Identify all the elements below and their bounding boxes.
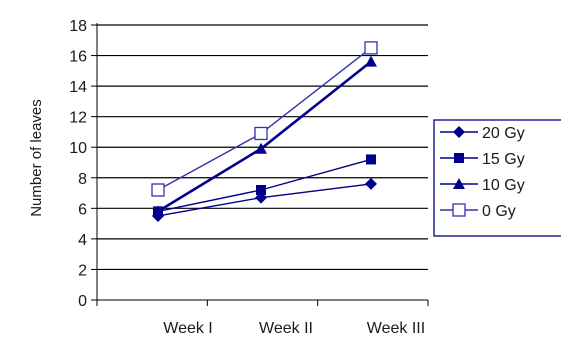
legend-label: 0 Gy bbox=[482, 203, 516, 220]
data-point bbox=[255, 142, 267, 154]
legend: 20 Gy 15 Gy 10 Gy 0 Gy bbox=[433, 119, 561, 237]
y-tick-label: 6 bbox=[78, 201, 87, 218]
y-tick-labels: 0 2 4 6 8 10 12 14 16 18 bbox=[69, 18, 87, 310]
legend-marker bbox=[453, 126, 465, 138]
series-15-gy bbox=[153, 154, 376, 217]
legend-item: 20 Gy bbox=[440, 125, 525, 142]
data-point bbox=[254, 126, 268, 141]
data-point bbox=[151, 183, 165, 197]
y-tick-label: 12 bbox=[69, 110, 87, 127]
data-point bbox=[365, 55, 377, 67]
data-point bbox=[365, 177, 377, 190]
y-tick-label: 18 bbox=[69, 18, 87, 35]
legend-label: 20 Gy bbox=[482, 125, 525, 142]
x-tick-label: Week III bbox=[367, 320, 425, 337]
y-tick-label: 2 bbox=[78, 262, 87, 279]
y-tick-label: 14 bbox=[69, 79, 87, 96]
series-10-gy bbox=[152, 55, 377, 217]
series-group bbox=[151, 41, 378, 222]
data-point bbox=[364, 41, 378, 55]
legend-item: 15 Gy bbox=[440, 151, 525, 168]
x-tick-label: Week II bbox=[259, 320, 313, 337]
legend-item: 0 Gy bbox=[440, 203, 516, 220]
y-tick-label: 10 bbox=[69, 140, 87, 157]
series-20-gy bbox=[152, 177, 377, 222]
y-axis-title: Number of leaves bbox=[28, 99, 45, 217]
x-tick-label: Week I bbox=[163, 320, 213, 337]
x-tick-labels: Week I Week II Week III bbox=[163, 320, 425, 337]
legend-item: 10 Gy bbox=[440, 177, 525, 194]
legend-label: 10 Gy bbox=[482, 177, 525, 194]
series-0-gy bbox=[151, 41, 378, 197]
axes bbox=[91, 23, 429, 306]
legend-label: 15 Gy bbox=[482, 151, 525, 168]
legend-marker bbox=[453, 178, 465, 189]
legend-marker bbox=[454, 153, 464, 163]
y-tick-label: 16 bbox=[69, 49, 87, 66]
legend-box bbox=[433, 119, 561, 237]
y-tick-label: 4 bbox=[78, 232, 87, 249]
y-tick-label: 8 bbox=[78, 171, 87, 188]
data-point bbox=[152, 205, 164, 217]
data-point bbox=[256, 185, 266, 195]
legend-marker bbox=[452, 203, 466, 217]
y-tick-label: 0 bbox=[78, 293, 87, 310]
data-point bbox=[366, 154, 376, 165]
